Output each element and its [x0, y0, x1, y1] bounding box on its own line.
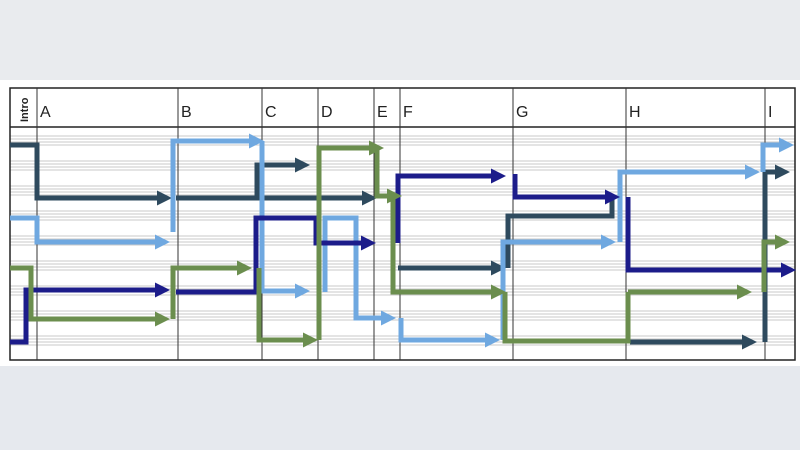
flow-navy: [625, 197, 796, 278]
flow-green: [256, 268, 318, 348]
flow-navy: [10, 282, 170, 345]
flow-light: [322, 215, 396, 326]
flow-dark: [10, 142, 172, 206]
section-label: B: [181, 104, 192, 121]
section-label: E: [377, 104, 388, 121]
flows: [10, 133, 796, 350]
flow-green: [170, 260, 252, 319]
section-label: A: [40, 104, 51, 121]
flow-navy: [176, 215, 376, 295]
section-label: I: [768, 104, 772, 121]
flow-light: [500, 234, 616, 340]
blur-bottom: [0, 366, 800, 450]
flow-dark: [176, 157, 310, 201]
section-label: G: [516, 104, 528, 121]
blur-top: [0, 0, 800, 80]
flow-navy: [512, 174, 620, 205]
section-label: D: [321, 104, 333, 121]
section-label: F: [403, 104, 413, 121]
section-label: H: [629, 104, 641, 121]
table-frame: [9, 87, 796, 361]
intro-label: Intro: [19, 97, 31, 122]
staff-lines: [10, 135, 795, 346]
flow-green: [761, 234, 790, 292]
flow-green: [374, 148, 402, 204]
flow-light: [259, 141, 310, 299]
flow-dark: [762, 164, 790, 342]
flow-light: [10, 215, 170, 250]
flow-light: [617, 164, 760, 242]
flow-dark: [505, 195, 615, 268]
section-label: C: [265, 104, 277, 121]
flow-light: [760, 137, 794, 172]
flow-green: [390, 196, 506, 300]
flow-green: [10, 265, 170, 327]
flow-light: [398, 318, 500, 348]
flow-green: [502, 292, 631, 344]
flow-light: [170, 133, 264, 232]
flow-green: [316, 140, 384, 340]
flow-navy: [395, 168, 506, 243]
